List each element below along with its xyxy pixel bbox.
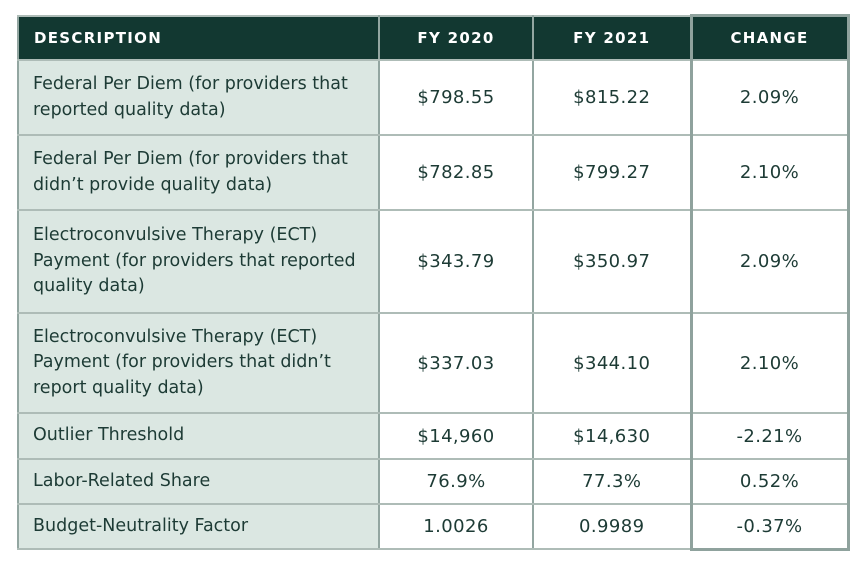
fy2021-value: $14,630 <box>532 412 692 460</box>
table-row: Labor-Related Share 76.9% 77.3% 0.52% <box>17 458 850 505</box>
table-row: Electroconvulsive Therapy (ECT) Payment … <box>17 209 850 314</box>
column-header-description: DESCRIPTION <box>17 14 380 61</box>
fy2021-value: $344.10 <box>532 312 692 414</box>
table-row: Electroconvulsive Therapy (ECT) Payment … <box>17 312 850 414</box>
table-row: Federal Per Diem (for providers that rep… <box>17 59 850 136</box>
row-description: Outlier Threshold <box>17 412 380 460</box>
row-description: Labor-Related Share <box>17 458 380 505</box>
table-row: Federal Per Diem (for providers that did… <box>17 134 850 211</box>
change-value: 2.09% <box>689 59 850 136</box>
fy2021-value: $350.97 <box>532 209 692 314</box>
change-value: 0.52% <box>689 458 850 505</box>
column-header-fy2021: FY 2021 <box>532 14 692 61</box>
fy2020-value: $343.79 <box>378 209 534 314</box>
change-value: -2.21% <box>689 412 850 460</box>
row-description: Electroconvulsive Therapy (ECT) Payment … <box>17 209 380 314</box>
change-value: 2.10% <box>689 312 850 414</box>
payment-rates-table: DESCRIPTION FY 2020 FY 2021 CHANGE Feder… <box>17 14 850 551</box>
fy2020-value: $798.55 <box>378 59 534 136</box>
fy2021-value: 0.9989 <box>532 503 692 550</box>
change-value: 2.10% <box>689 134 850 211</box>
fy2021-value: 77.3% <box>532 458 692 505</box>
table-row: Outlier Threshold $14,960 $14,630 -2.21% <box>17 412 850 460</box>
row-description: Budget-Neutrality Factor <box>17 503 380 550</box>
fy2020-value: 76.9% <box>378 458 534 505</box>
table-row: Budget-Neutrality Factor 1.0026 0.9989 -… <box>17 503 850 551</box>
fy2020-value: $782.85 <box>378 134 534 211</box>
fy2020-value: 1.0026 <box>378 503 534 550</box>
column-header-change: CHANGE <box>689 14 850 61</box>
fy2021-value: $815.22 <box>532 59 692 136</box>
fy2021-value: $799.27 <box>532 134 692 211</box>
change-value: 2.09% <box>689 209 850 314</box>
row-description: Federal Per Diem (for providers that rep… <box>17 59 380 136</box>
row-description: Electroconvulsive Therapy (ECT) Payment … <box>17 312 380 414</box>
fy2020-value: $14,960 <box>378 412 534 460</box>
fy2020-value: $337.03 <box>378 312 534 414</box>
change-value: -0.37% <box>689 503 850 551</box>
table-header-row: DESCRIPTION FY 2020 FY 2021 CHANGE <box>17 14 850 61</box>
column-header-fy2020: FY 2020 <box>378 14 534 61</box>
row-description: Federal Per Diem (for providers that did… <box>17 134 380 211</box>
